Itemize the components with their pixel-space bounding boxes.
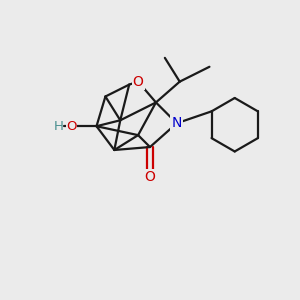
Text: H: H xyxy=(54,120,64,133)
Text: O: O xyxy=(66,120,77,133)
Text: O: O xyxy=(145,170,155,184)
Text: O: O xyxy=(133,75,143,88)
Text: N: N xyxy=(172,116,182,130)
